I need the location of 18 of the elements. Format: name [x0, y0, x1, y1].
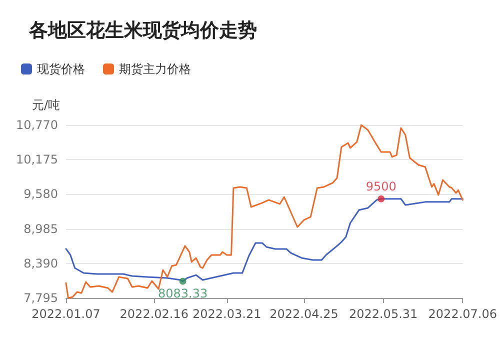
x-tick-label: 2022.03.21 [192, 307, 262, 321]
y-tick-label: 7,795 [24, 291, 58, 305]
y-tick-label: 10,770 [16, 118, 58, 132]
x-tick-label: 2022.07.06 [428, 307, 498, 321]
legend-label: 现货价格 [37, 62, 85, 76]
y-tick-label: 10,175 [16, 152, 58, 167]
y-tick-label: 8,985 [24, 222, 58, 236]
x-tick-label: 2022.05.31 [348, 307, 418, 321]
x-tick-label: 2022.04.25 [270, 307, 338, 321]
y-tick-label: 9,580 [24, 187, 58, 202]
chart-title: 各地区花生米现货均价走势 [28, 20, 257, 42]
y-axis-title: 元/吨 [32, 98, 60, 112]
x-tick-label: 2022.01.07 [32, 307, 100, 321]
annotation: 9500 [366, 179, 396, 194]
annotation: 8083.33 [158, 286, 208, 301]
x-tick-label: 2022.02.16 [120, 307, 189, 321]
y-tick-label: 8,390 [24, 256, 58, 270]
legend-label: 期货主力价格 [119, 62, 191, 76]
